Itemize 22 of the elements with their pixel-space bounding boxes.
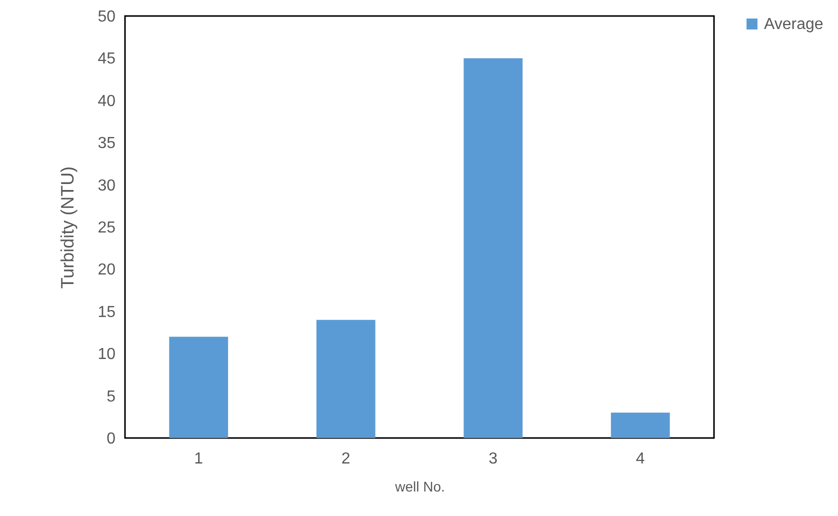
y-axis-title: Turbidity (NTU) bbox=[58, 166, 78, 289]
x-axis-title: well No. bbox=[394, 478, 445, 494]
bar bbox=[316, 320, 376, 438]
y-tick-label: 50 bbox=[98, 8, 116, 26]
x-tick-label: 2 bbox=[341, 450, 350, 468]
y-tick-label: 25 bbox=[98, 220, 116, 236]
y-tick-label: 40 bbox=[98, 92, 116, 110]
y-tick-label: 15 bbox=[98, 304, 116, 321]
y-tick-label: 0 bbox=[106, 430, 116, 448]
y-tick-label: 30 bbox=[98, 177, 116, 194]
y-tick-label: 35 bbox=[98, 135, 116, 152]
legend-label: Average bbox=[764, 16, 824, 33]
x-tick-label: 1 bbox=[194, 450, 204, 468]
bar bbox=[610, 412, 670, 438]
y-tick-label: 20 bbox=[98, 262, 116, 279]
y-tick-label: 45 bbox=[98, 50, 116, 68]
bar bbox=[169, 336, 228, 438]
x-tick-label: 4 bbox=[636, 450, 645, 468]
x-tick-label: 3 bbox=[488, 450, 498, 468]
y-tick-label: 10 bbox=[98, 346, 116, 364]
y-tick-label: 5 bbox=[106, 388, 116, 406]
bar bbox=[464, 58, 523, 438]
